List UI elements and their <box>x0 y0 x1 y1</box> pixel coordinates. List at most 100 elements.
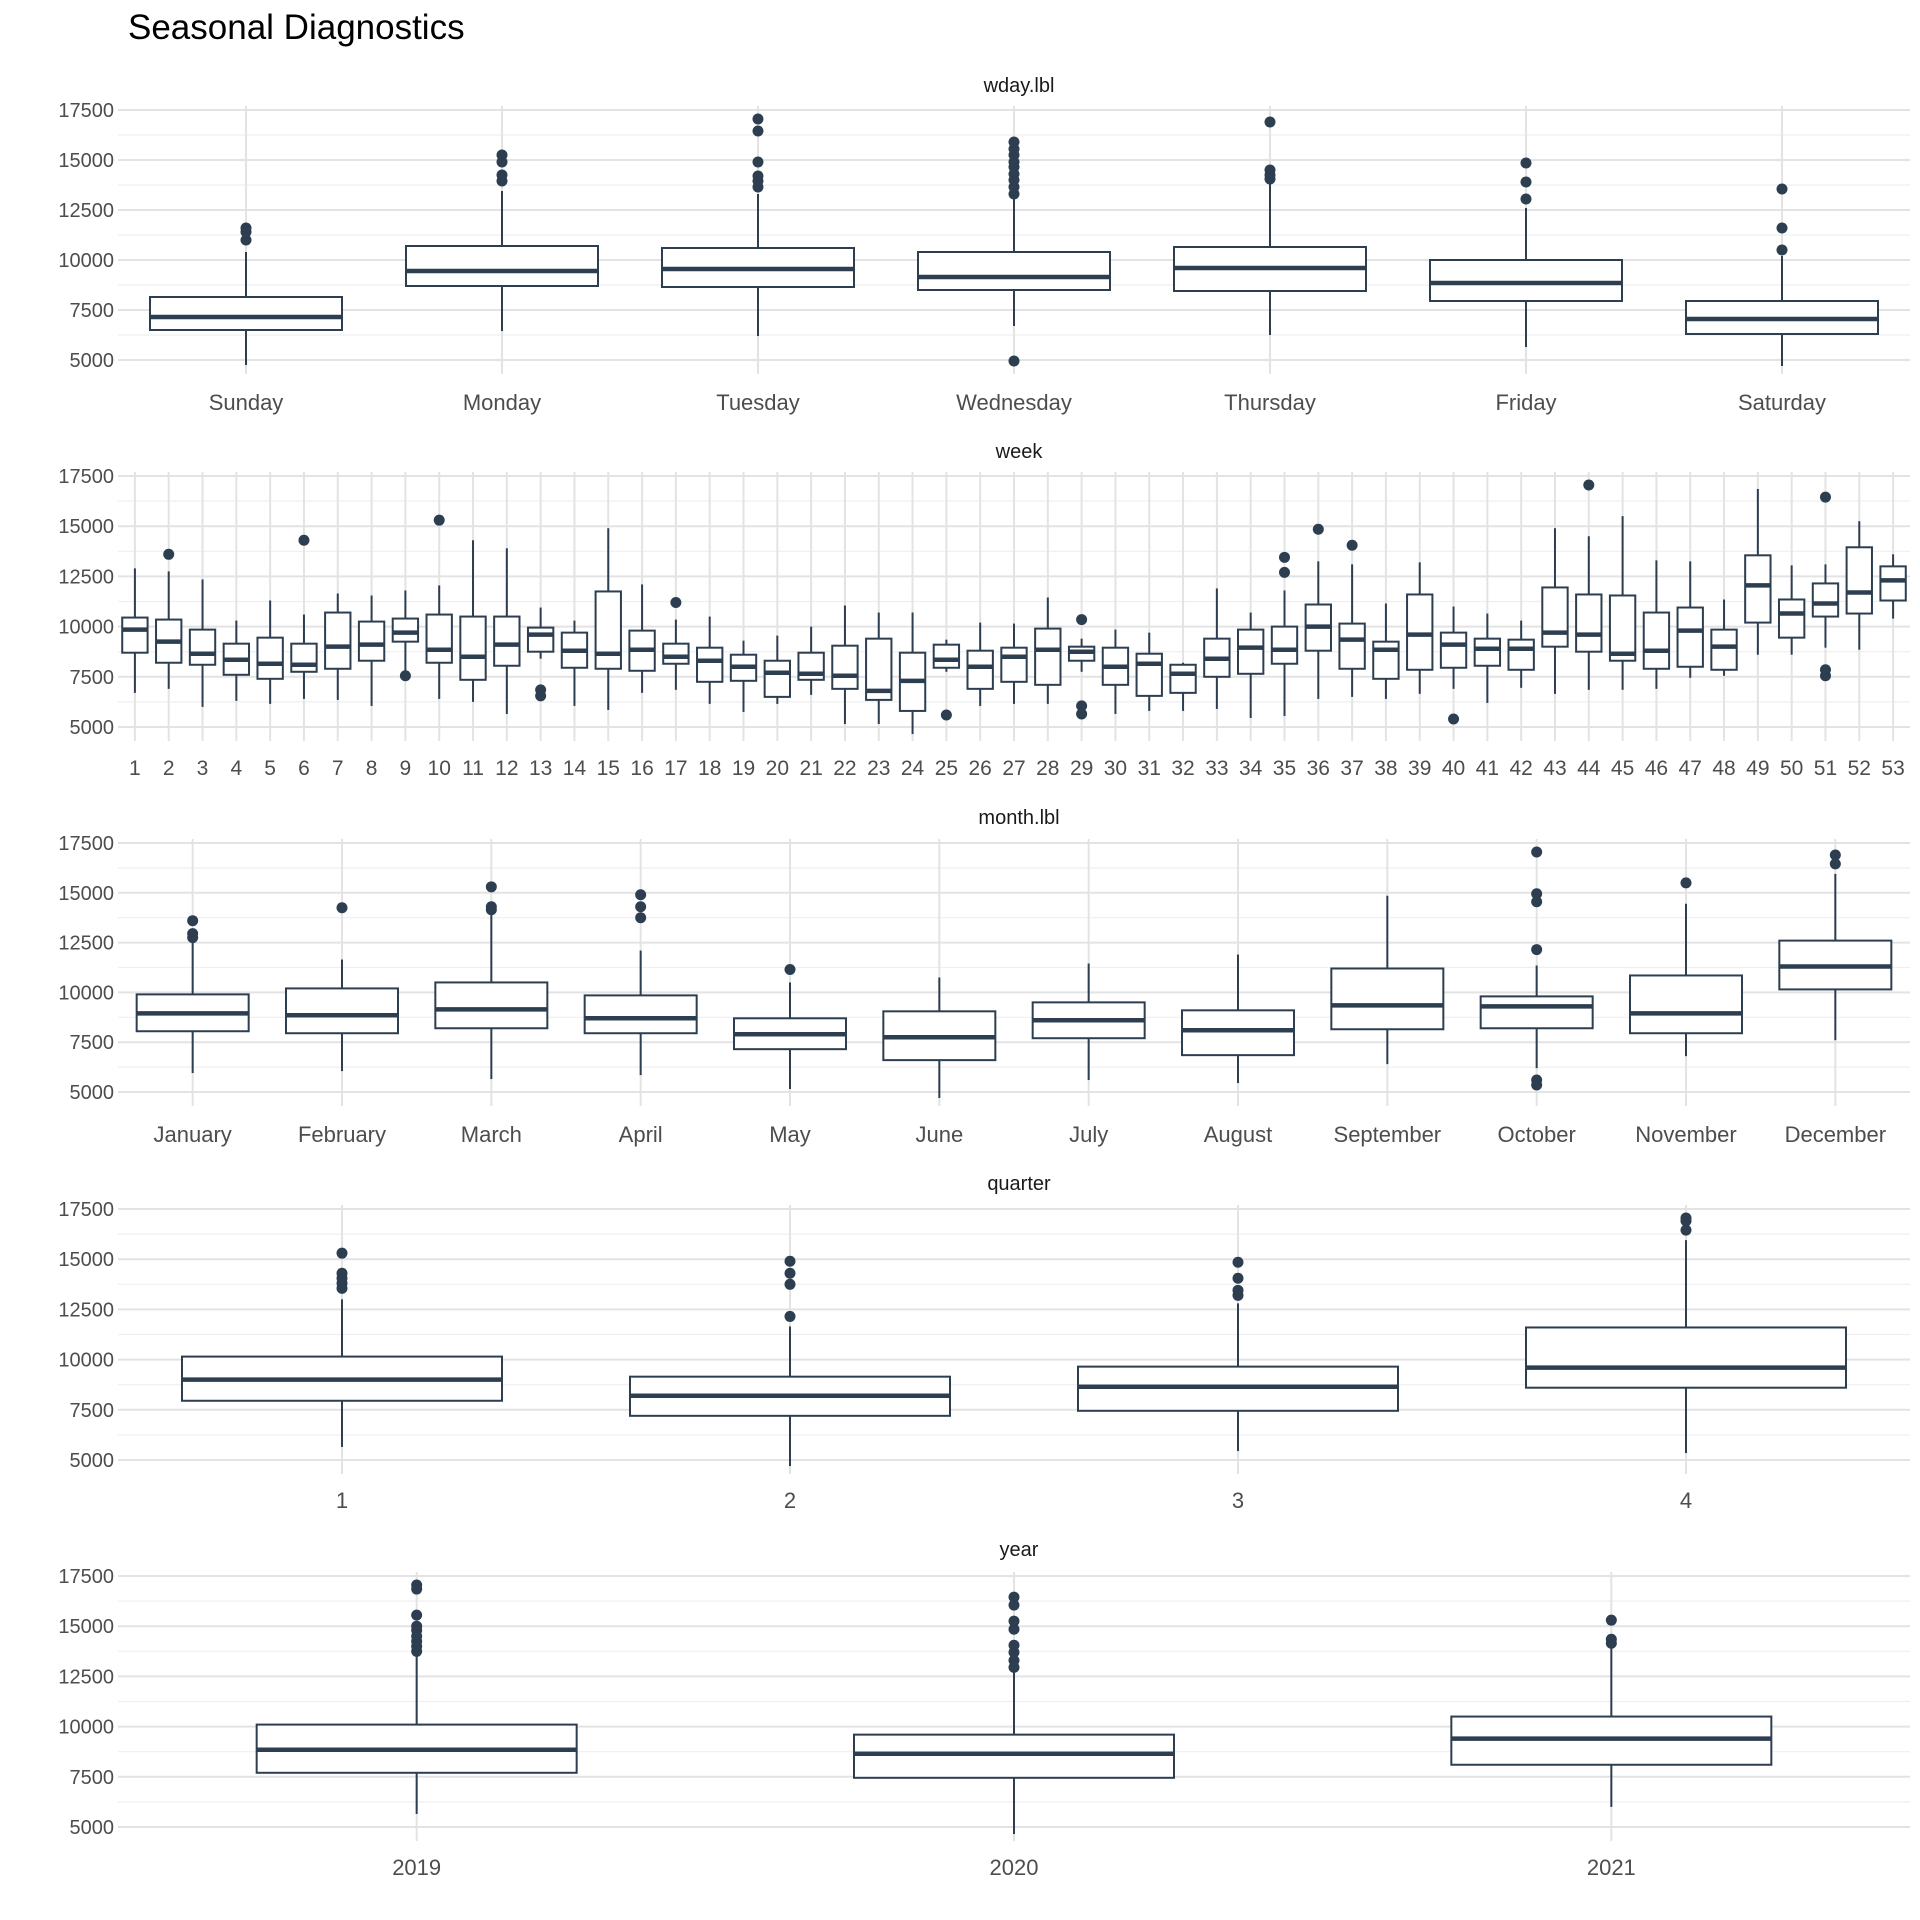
box-outlier-point <box>1680 1212 1692 1224</box>
box-outlier-point <box>336 1247 348 1259</box>
x-tick-label: 27 <box>1002 757 1025 780</box>
box-body <box>285 987 399 1035</box>
box-body <box>1676 606 1704 668</box>
box-body <box>763 659 791 698</box>
x-tick-label: 5 <box>264 757 276 780</box>
box-outlier-point <box>1076 700 1088 712</box>
x-tick-label: 35 <box>1273 757 1296 780</box>
x-tick-label: July <box>1069 1122 1108 1147</box>
box-outlier-point <box>1680 1224 1692 1236</box>
x-tick-label: November <box>1635 1122 1736 1147</box>
x-tick-label: 14 <box>563 757 587 780</box>
x-tick-label: 45 <box>1611 757 1634 780</box>
box-outlier-point <box>411 1620 423 1632</box>
y-tick-label: 12500 <box>58 1299 114 1321</box>
box-outlier-point <box>1008 1654 1020 1666</box>
box-body <box>1169 663 1197 694</box>
y-tick-label: 5000 <box>70 350 115 372</box>
y-tick-label: 10000 <box>58 617 114 639</box>
x-tick-label: 11 <box>462 757 484 780</box>
box-body <box>1608 594 1637 662</box>
box-outlier-point <box>1531 944 1543 956</box>
box-body <box>1181 1009 1295 1057</box>
x-tick-label: 28 <box>1036 757 1059 780</box>
box-outlier-point <box>187 915 199 927</box>
box-outlier-point <box>635 912 647 924</box>
x-tick-label: 33 <box>1205 757 1228 780</box>
x-tick-label: 19 <box>732 757 755 780</box>
box-body <box>1845 546 1873 615</box>
x-tick-label: 22 <box>833 757 856 780</box>
box-body <box>526 626 555 653</box>
box-outlier-point <box>336 902 348 914</box>
box-outlier-point <box>635 901 647 913</box>
box-body <box>1525 1326 1847 1389</box>
box-body <box>188 628 217 666</box>
y-tick-label: 7500 <box>70 300 115 322</box>
x-tick-label: 7 <box>332 757 344 780</box>
x-tick-label: 2 <box>784 1488 796 1513</box>
x-tick-label: 31 <box>1138 757 1161 780</box>
box-body <box>425 613 453 664</box>
box-outlier-point <box>1531 1074 1543 1086</box>
y-tick-label: 5000 <box>70 1450 115 1472</box>
y-tick-label: 5000 <box>70 717 115 739</box>
x-tick-label: 37 <box>1340 757 1363 780</box>
panel-title: year <box>1000 1539 1039 1561</box>
y-tick-label: 12500 <box>58 566 114 588</box>
box-body <box>434 981 549 1030</box>
box-outlier-point <box>752 113 764 125</box>
box-outlier-point <box>1776 244 1788 256</box>
y-tick-label: 7500 <box>70 1400 115 1422</box>
box-body <box>405 245 599 287</box>
box-body <box>1372 640 1400 680</box>
x-tick-label: 3 <box>197 757 209 780</box>
box-outlier-point <box>1312 523 1324 535</box>
box-body <box>1406 593 1434 671</box>
x-tick-label: August <box>1204 1122 1273 1147</box>
y-tick-label: 7500 <box>70 667 115 689</box>
box-outlier-point <box>1008 1639 1020 1651</box>
box-outlier-point <box>1008 1591 1020 1603</box>
y-tick-label: 12500 <box>58 200 114 222</box>
x-tick-label: Sunday <box>209 390 284 415</box>
y-tick-label: 15000 <box>58 1249 114 1271</box>
box-body <box>583 994 698 1035</box>
box-body <box>662 642 690 665</box>
box-outlier-point <box>1829 858 1841 870</box>
box-body <box>831 644 859 690</box>
x-tick-label: 43 <box>1543 757 1566 780</box>
x-tick-label: 38 <box>1374 757 1397 780</box>
x-tick-label: 6 <box>298 757 310 780</box>
x-tick-label: 4 <box>230 757 242 780</box>
box-body <box>1777 598 1806 639</box>
x-tick-label: 47 <box>1679 757 1702 780</box>
box-body <box>932 643 961 669</box>
x-tick-label: 34 <box>1239 757 1263 780</box>
box-body <box>357 620 386 662</box>
box-body <box>853 1733 1175 1779</box>
box-outlier-point <box>1776 183 1788 195</box>
box-outlier-point <box>784 1310 796 1322</box>
box-outlier-point <box>1264 164 1276 176</box>
y-tick-label: 15000 <box>58 883 114 905</box>
x-tick-label: 32 <box>1171 757 1194 780</box>
box-body <box>149 296 343 331</box>
x-tick-label: February <box>298 1122 386 1147</box>
box-body <box>1473 637 1502 667</box>
box-body <box>1000 646 1028 683</box>
x-tick-label: 21 <box>799 757 822 780</box>
x-tick-label: 16 <box>630 757 653 780</box>
box-outlier-point <box>433 514 445 526</box>
box-body <box>966 649 994 690</box>
box-body <box>1237 628 1265 675</box>
box-outlier-point <box>1278 551 1290 563</box>
box-outlier-point <box>1680 877 1692 889</box>
x-tick-label: March <box>461 1122 522 1147</box>
box-outlier-point <box>1232 1272 1244 1284</box>
x-tick-label: 2 <box>163 757 175 780</box>
box-outlier-point <box>752 125 764 137</box>
x-tick-label: May <box>769 1122 811 1147</box>
box-body <box>1507 638 1535 671</box>
